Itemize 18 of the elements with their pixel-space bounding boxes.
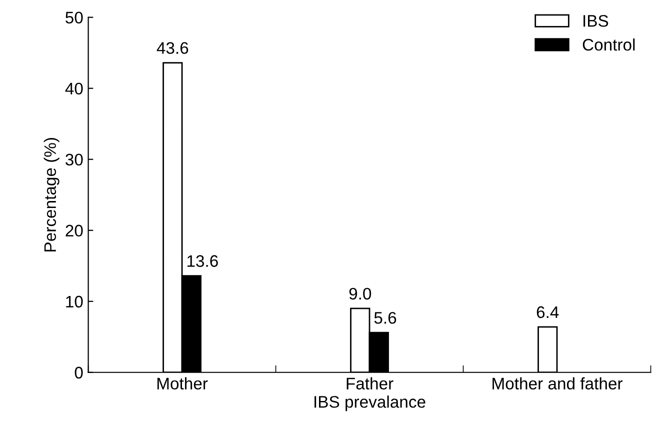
y-tick-label: 10 [66, 296, 83, 308]
legend-label: Control [582, 38, 635, 51]
data-label: 13.6 [187, 255, 218, 267]
data-label: 5.6 [374, 312, 396, 324]
legend-label: IBS [584, 15, 608, 27]
y-axis-title: Percentage (%) [44, 138, 60, 252]
y-tick-label: 40 [65, 82, 83, 95]
x-axis-title: IBS prevalance [314, 396, 426, 412]
x-tick-label: Mother [157, 377, 208, 390]
y-tick-label: 20 [66, 224, 83, 237]
x-tick-label: Mother and father [492, 377, 622, 390]
y-tick-label: 30 [66, 154, 83, 166]
x-tick-label: Father [346, 377, 394, 390]
data-label: 9.0 [349, 288, 372, 300]
data-label: 43.6 [156, 42, 188, 54]
y-tick-label: 50 [66, 12, 83, 24]
data-label: 6.4 [536, 306, 559, 318]
y-tick-label: 0 [74, 366, 83, 379]
